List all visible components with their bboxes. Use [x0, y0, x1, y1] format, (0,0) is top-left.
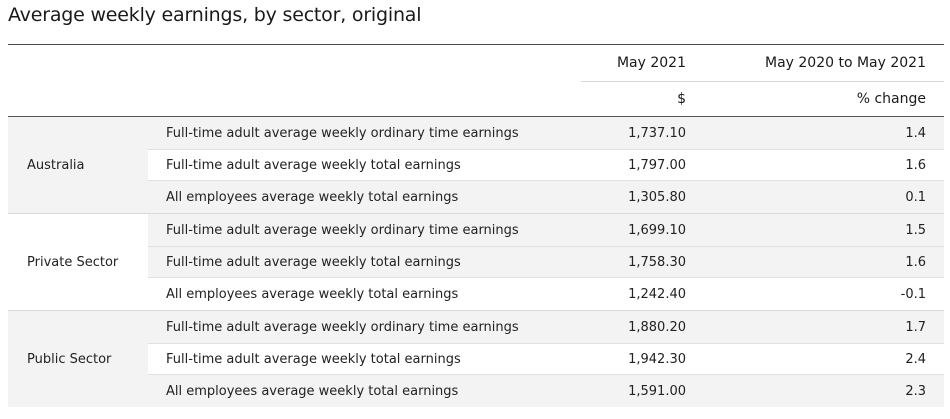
table-title: Average weekly earnings, by sector, orig…	[8, 4, 422, 26]
row-label: Full-time adult average weekly ordinary …	[166, 125, 519, 141]
header-divider	[581, 81, 944, 82]
row-label: Full-time adult average weekly total ear…	[166, 157, 461, 173]
row-change: 1.6	[905, 157, 926, 173]
header-col-may-2021: May 2021	[616, 55, 686, 71]
table-row: Full-time adult average weekly total ear…	[148, 343, 944, 375]
group-public-sector: Public Sector Full-time adult average we…	[8, 310, 944, 407]
row-change: 1.4	[905, 125, 926, 141]
row-change: 2.4	[905, 351, 926, 367]
table-top-rule	[8, 44, 944, 45]
header-unit-percent: % change	[856, 91, 926, 107]
sector-label: Australia	[27, 157, 85, 173]
group-private-sector: Private Sector Full-time adult average w…	[8, 213, 944, 310]
table-row: All employees average weekly total earni…	[148, 181, 944, 213]
row-change: 2.3	[905, 383, 926, 399]
table-row: Full-time adult average weekly total ear…	[148, 149, 944, 181]
earnings-table: May 2021 May 2020 to May 2021 $ % change…	[8, 44, 944, 407]
header-unit-dollars: $	[677, 91, 686, 107]
row-value: 1,797.00	[628, 157, 686, 173]
row-value: 1,591.00	[628, 383, 686, 399]
table-row: Full-time adult average weekly ordinary …	[148, 214, 944, 246]
row-change: 0.1	[905, 189, 926, 205]
row-label: Full-time adult average weekly total ear…	[166, 351, 461, 367]
table-header: May 2021 May 2020 to May 2021 $ % change	[8, 45, 944, 118]
row-label: Full-time adult average weekly ordinary …	[166, 319, 519, 335]
table-row: All employees average weekly total earni…	[148, 375, 944, 407]
row-change: 1.5	[905, 222, 926, 238]
row-change: 1.6	[905, 254, 926, 270]
header-col-change: May 2020 to May 2021	[765, 55, 926, 71]
table-row: Full-time adult average weekly total ear…	[148, 246, 944, 278]
row-value: 1,737.10	[628, 125, 686, 141]
row-value: 1,758.30	[628, 254, 686, 270]
row-label: Full-time adult average weekly total ear…	[166, 254, 461, 270]
row-label: All employees average weekly total earni…	[166, 286, 459, 302]
sector-label: Private Sector	[27, 254, 119, 270]
row-value: 1,942.30	[628, 351, 686, 367]
row-label: Full-time adult average weekly ordinary …	[166, 222, 519, 238]
row-label: All employees average weekly total earni…	[166, 189, 459, 205]
row-value: 1,242.40	[628, 286, 686, 302]
row-label: All employees average weekly total earni…	[166, 383, 459, 399]
table-row: All employees average weekly total earni…	[148, 278, 944, 310]
group-australia: Australia Full-time adult average weekly…	[8, 117, 944, 213]
row-value: 1,305.80	[628, 189, 686, 205]
row-value: 1,880.20	[628, 319, 686, 335]
row-change: 1.7	[905, 319, 926, 335]
table-row: Full-time adult average weekly ordinary …	[148, 117, 944, 149]
row-change: -0.1	[900, 286, 926, 302]
sector-label: Public Sector	[27, 351, 112, 367]
row-value: 1,699.10	[628, 222, 686, 238]
table-row: Full-time adult average weekly ordinary …	[148, 311, 944, 343]
